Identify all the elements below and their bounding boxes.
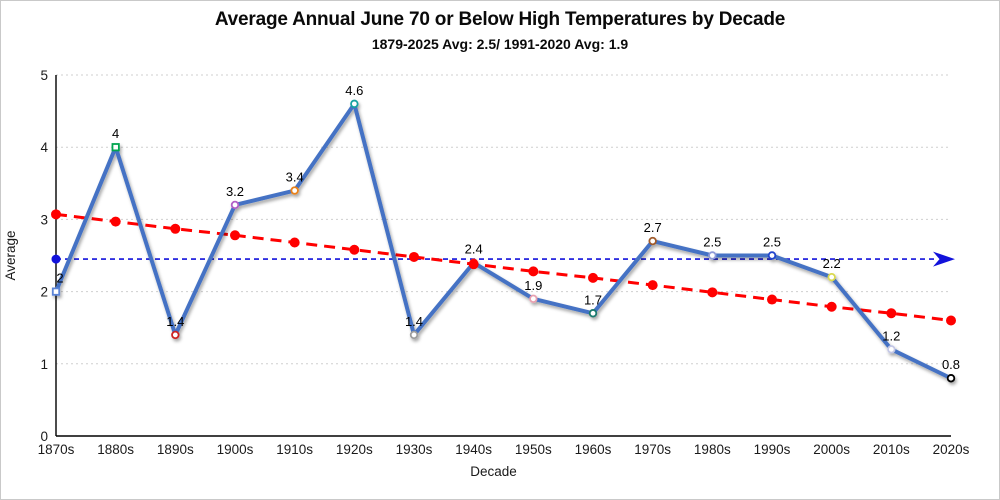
data-point-marker <box>350 99 359 109</box>
data-point-marker <box>767 251 777 260</box>
trend-point-marker <box>349 244 360 255</box>
data-label: 0.8 <box>942 357 960 372</box>
x-tick-label: 2020s <box>933 442 970 457</box>
main-series-line <box>54 101 953 381</box>
data-point-marker <box>648 236 657 246</box>
x-tick-label: 1910s <box>276 442 313 457</box>
trend-point-marker <box>409 251 419 262</box>
x-tick-label: 1960s <box>575 442 612 457</box>
x-tick-label: 1920s <box>336 442 373 457</box>
average-reference-arrowhead-icon <box>933 251 955 267</box>
x-tick-label: 1900s <box>217 442 254 457</box>
y-tick-label: 0 <box>40 429 48 444</box>
data-label: 1.9 <box>524 278 542 293</box>
trend-point-marker <box>886 308 897 319</box>
data-point-marker <box>290 186 299 195</box>
trend-point-marker <box>647 280 658 291</box>
data-label: 2 <box>56 271 63 286</box>
y-tick-label: 2 <box>40 285 48 300</box>
trend-point-marker <box>170 223 181 234</box>
x-axis-title: Decade <box>470 464 517 479</box>
data-label: 1.7 <box>584 292 602 307</box>
trend-point-marker <box>588 272 598 283</box>
x-tick-label: 1930s <box>396 442 433 457</box>
data-label: 1.2 <box>882 328 900 343</box>
data-point-marker <box>230 200 240 210</box>
y-axis-title: Average <box>3 230 18 280</box>
trend-point-marker <box>230 230 240 241</box>
x-tick-label: 1970s <box>634 442 671 457</box>
data-label: 4 <box>112 126 119 141</box>
data-point-marker <box>887 345 896 354</box>
data-label: 2.5 <box>763 235 781 250</box>
data-point-marker <box>588 309 598 318</box>
x-tick-label: 1980s <box>694 442 731 457</box>
trend-point-marker <box>110 216 121 227</box>
data-label: 2.7 <box>644 220 662 235</box>
data-point-marker <box>529 294 538 304</box>
data-label: 2.2 <box>823 256 841 271</box>
y-tick-label: 1 <box>40 357 48 372</box>
data-label: 1.4 <box>405 314 423 329</box>
y-tick-label: 3 <box>40 212 48 227</box>
data-point-marker <box>708 251 717 260</box>
data-point-marker <box>171 330 180 340</box>
average-reference-start-dot <box>51 254 61 264</box>
data-label: 3.4 <box>286 170 304 185</box>
y-tick-label: 5 <box>40 68 48 83</box>
chart-subtitle: 1879-2025 Avg: 2.5/ 1991-2020 Avg: 1.9 <box>371 36 629 52</box>
data-label: 2.4 <box>465 242 483 257</box>
y-tick-label: 4 <box>40 140 48 155</box>
data-point-marker <box>946 374 956 383</box>
x-tick-label: 2000s <box>813 442 850 457</box>
data-point-marker <box>51 287 61 296</box>
x-tick-label: 1890s <box>157 442 194 457</box>
trend-point-marker <box>707 287 718 298</box>
trend-point-marker <box>528 266 539 277</box>
main-series <box>51 99 956 383</box>
data-label: 1.4 <box>166 314 184 329</box>
x-tick-label: 1990s <box>754 442 791 457</box>
trend-point-marker <box>51 209 61 220</box>
data-label: 2.5 <box>703 235 721 250</box>
trend-point-marker <box>767 294 777 305</box>
x-tick-label: 2010s <box>873 442 910 457</box>
data-point-marker <box>111 143 120 152</box>
data-label: 4.6 <box>345 83 363 98</box>
trend-point-marker <box>468 259 479 270</box>
x-tick-label: 1870s <box>38 442 75 457</box>
trend-point-marker <box>826 301 837 312</box>
trend-point-marker <box>289 237 300 248</box>
x-tick-label: 1950s <box>515 442 552 457</box>
trend-point-marker <box>946 315 956 326</box>
data-point-marker <box>827 272 836 282</box>
data-point-marker <box>409 330 419 340</box>
trend-line <box>55 212 952 322</box>
x-tick-label: 1880s <box>97 442 134 457</box>
data-label: 3.2 <box>226 184 244 199</box>
x-tick-label: 1940s <box>455 442 492 457</box>
chart-title: Average Annual June 70 or Below High Tem… <box>214 9 786 30</box>
